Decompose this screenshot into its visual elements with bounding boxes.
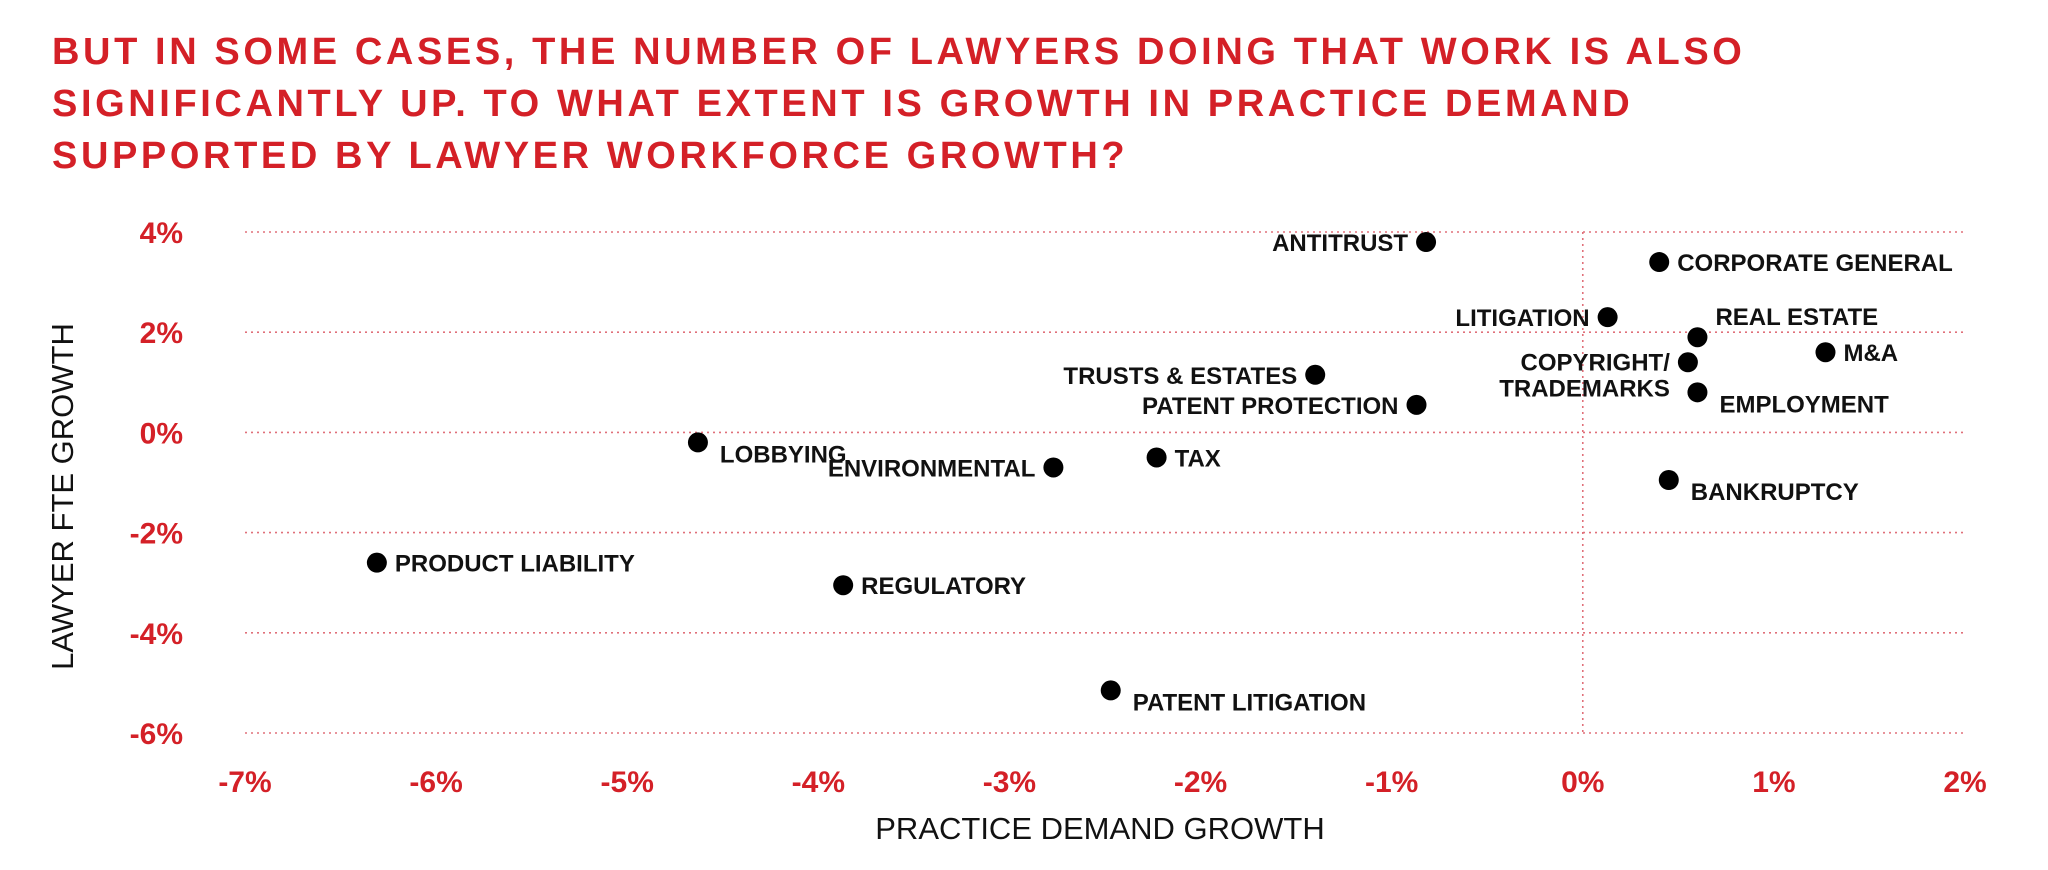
y-tick-label: 4%	[140, 217, 183, 250]
y-tick-label: -6%	[130, 718, 183, 751]
data-point	[1658, 469, 1679, 490]
grid-lines	[245, 231, 1965, 734]
point-label: TRUSTS & ESTATES	[1063, 363, 1297, 390]
data-point	[1687, 382, 1708, 403]
data-point	[687, 432, 708, 453]
chart-title-line-2: SIGNIFICANTLY UP. TO WHAT EXTENT IS GROW…	[52, 83, 1634, 125]
point-label: REGULATORY	[861, 573, 1026, 600]
x-axis-title: PRACTICE DEMAND GROWTH	[875, 811, 1325, 846]
y-axis-title: LAWYER FTE GROWTH	[45, 323, 80, 670]
data-point	[1146, 447, 1167, 468]
data-point	[1649, 252, 1670, 273]
point-label: ENVIRONMENTAL	[828, 455, 1036, 482]
point-label: LOBBYING	[720, 441, 847, 468]
data-point	[366, 552, 387, 573]
x-axis-ticks: -7% -6% -5% -4% -3% -2% -1% 0% 1% 2%	[218, 766, 1986, 799]
chart-title: BUT IN SOME CASES, THE NUMBER OF LAWYERS…	[52, 26, 2002, 182]
x-tick-label: -5%	[601, 766, 654, 799]
point-label: TRADEMARKS	[1499, 375, 1670, 402]
point-label: PRODUCT LIABILITY	[395, 551, 635, 578]
data-point	[1687, 327, 1708, 348]
x-tick-label: 2%	[1943, 766, 1986, 799]
x-tick-label: -6%	[409, 766, 462, 799]
point-label: M&A	[1843, 340, 1898, 367]
point-labels: ANTITRUST CORPORATE GENERAL LITIGATION REAL…	[395, 230, 1953, 716]
data-point	[1416, 232, 1437, 253]
x-tick-label: 1%	[1752, 766, 1795, 799]
point-label: TAX	[1175, 445, 1221, 472]
point-label: BANKRUPTCY	[1691, 479, 1859, 506]
point-label: PATENT PROTECTION	[1142, 393, 1398, 420]
data-points	[366, 232, 1836, 701]
point-label: COPYRIGHT/	[1521, 349, 1671, 376]
point-label: LITIGATION	[1455, 305, 1589, 332]
data-point	[1100, 680, 1121, 701]
data-point	[1043, 457, 1064, 478]
y-tick-label: -2%	[130, 518, 183, 551]
x-tick-label: 0%	[1561, 766, 1604, 799]
x-tick-label: -4%	[792, 766, 845, 799]
x-tick-label: -1%	[1365, 766, 1418, 799]
point-label: ANTITRUST	[1272, 230, 1408, 257]
chart-title-line-3: SUPPORTED BY LAWYER WORKFORCE GROWTH?	[52, 135, 1129, 177]
point-label: EMPLOYMENT	[1719, 391, 1889, 418]
x-tick-label: -2%	[1174, 766, 1227, 799]
data-point	[1677, 352, 1698, 373]
x-tick-label: -3%	[983, 766, 1036, 799]
data-point	[1406, 394, 1427, 415]
data-point	[1305, 364, 1326, 385]
y-tick-label: -4%	[130, 618, 183, 651]
y-tick-label: 2%	[140, 317, 183, 350]
point-label: CORPORATE GENERAL	[1677, 250, 1953, 277]
data-point	[1815, 342, 1836, 363]
data-point	[833, 575, 854, 596]
chart-title-line-1: BUT IN SOME CASES, THE NUMBER OF LAWYERS…	[52, 31, 1746, 73]
y-tick-label: 0%	[140, 417, 183, 450]
x-tick-label: -7%	[218, 766, 271, 799]
data-point	[1597, 307, 1618, 328]
point-label: PATENT LITIGATION	[1133, 689, 1366, 716]
point-label: REAL ESTATE	[1715, 304, 1878, 331]
y-axis-ticks: 4% 2% 0% -2% -4% -6%	[130, 217, 183, 751]
